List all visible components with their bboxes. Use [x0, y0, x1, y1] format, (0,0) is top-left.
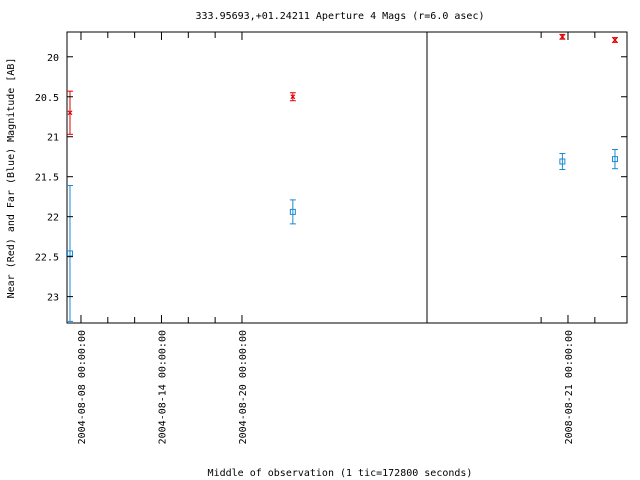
- x-axis-label: Middle of observation (1 tic=172800 seco…: [208, 468, 473, 479]
- error-bar: [67, 184, 73, 322]
- x-tick-label: 2004-08-20 00:00:00: [238, 330, 249, 444]
- plot-marks: [67, 33, 618, 322]
- error-bar: [289, 199, 296, 225]
- y-tick-label: 20: [47, 53, 59, 64]
- y-tick-label: 21.5: [35, 173, 59, 184]
- error-bar: [559, 153, 566, 171]
- y-tick-label: 23: [47, 293, 59, 304]
- x-tick-label: 2004-08-14 00:00:00: [157, 330, 168, 444]
- y-tick-label: 22: [47, 213, 59, 224]
- point: [67, 110, 73, 116]
- y-tick-label: 22.5: [35, 253, 59, 264]
- error-bar: [611, 149, 618, 170]
- point: [559, 158, 566, 165]
- x-tick-label: 2008-08-21 00:00:00: [564, 330, 575, 444]
- point: [559, 34, 565, 40]
- point: [67, 250, 73, 257]
- y-tick-label: 21: [47, 133, 59, 144]
- x-tick-label: 2004-08-08 00:00:00: [77, 330, 88, 444]
- point: [611, 156, 618, 163]
- y-tick-label: 20.5: [35, 93, 59, 104]
- point: [290, 94, 296, 100]
- point: [289, 208, 296, 215]
- plot-frame: [66, 31, 628, 324]
- chart-title: 333.95693,+01.24211 Aperture 4 Mags (r=6…: [196, 11, 485, 22]
- y-axis-label: Near (Red) and Far (Blue) Magnitude [AB]: [6, 58, 17, 299]
- point: [612, 37, 618, 43]
